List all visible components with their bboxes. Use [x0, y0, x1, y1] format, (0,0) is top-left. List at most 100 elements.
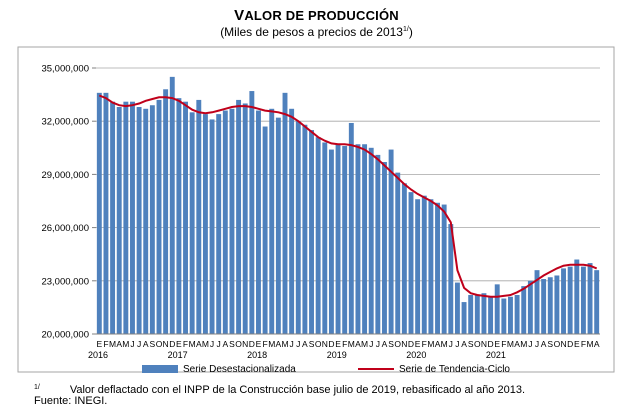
- x-month-label: A: [541, 339, 547, 349]
- bar: [401, 183, 407, 334]
- legend-label-bar: Serie Desestacionalizada: [183, 364, 296, 375]
- x-month-label: N: [322, 339, 328, 349]
- x-month-label: E: [176, 339, 182, 349]
- bar: [461, 302, 467, 334]
- x-month-label: E: [574, 339, 580, 349]
- x-month-label: M: [507, 339, 514, 349]
- x-month-label: D: [328, 339, 334, 349]
- bar: [501, 298, 507, 334]
- bar: [143, 108, 149, 334]
- bar: [96, 92, 102, 334]
- x-month-label: A: [302, 339, 308, 349]
- bar: [342, 146, 348, 334]
- x-month-label: F: [103, 339, 108, 349]
- x-year-label: 2018: [247, 350, 267, 360]
- x-month-label: N: [481, 339, 487, 349]
- x-month-label: N: [163, 339, 169, 349]
- x-month-label: M: [427, 339, 434, 349]
- bar: [474, 294, 480, 334]
- x-month-label: E: [96, 339, 102, 349]
- x-month-label: D: [169, 339, 175, 349]
- x-month-label: S: [150, 339, 156, 349]
- bar: [202, 114, 208, 334]
- bar: [302, 124, 308, 334]
- x-month-label: E: [256, 339, 262, 349]
- x-month-label: S: [468, 339, 474, 349]
- x-month-label: A: [143, 339, 149, 349]
- bar: [149, 105, 155, 335]
- y-tick-label: 23,000,000: [41, 276, 89, 287]
- x-month-label: N: [401, 339, 407, 349]
- bar: [103, 92, 109, 334]
- bar: [156, 99, 162, 334]
- bar: [309, 130, 314, 334]
- bar: [335, 144, 341, 334]
- x-month-label: M: [189, 339, 196, 349]
- bar: [428, 199, 434, 334]
- bar: [130, 101, 135, 334]
- x-month-label: J: [369, 339, 373, 349]
- bar: [454, 282, 460, 334]
- bar: [514, 294, 520, 334]
- x-year-label: 2016: [88, 350, 108, 360]
- x-month-label: A: [116, 339, 122, 349]
- bar: [395, 172, 401, 334]
- bar: [289, 108, 295, 334]
- x-month-label: A: [594, 339, 600, 349]
- bar: [236, 99, 242, 334]
- subtitle-note-mark: 1/: [402, 26, 409, 33]
- bar: [183, 101, 188, 334]
- bar: [574, 259, 580, 334]
- x-month-label: F: [342, 339, 347, 349]
- x-month-label: S: [229, 339, 235, 349]
- x-month-label: D: [249, 339, 255, 349]
- bar: [189, 112, 195, 334]
- bar: [123, 101, 129, 334]
- x-month-label: A: [196, 339, 202, 349]
- x-month-label: M: [441, 339, 448, 349]
- x-month-label: O: [315, 339, 322, 349]
- x-month-label: E: [494, 339, 500, 349]
- bar: [116, 107, 122, 334]
- bar: [448, 224, 454, 334]
- bar: [222, 110, 228, 334]
- x-month-label: A: [276, 339, 282, 349]
- x-month-label: J: [376, 339, 380, 349]
- bar: [541, 279, 547, 334]
- bar: [534, 270, 540, 334]
- x-month-label: D: [567, 339, 573, 349]
- x-month-label: J: [455, 339, 459, 349]
- source-note: Fuente: INEGI.: [34, 395, 108, 407]
- x-month-label: A: [514, 339, 520, 349]
- x-month-label: A: [222, 339, 228, 349]
- bar: [249, 91, 255, 334]
- y-tick-label: 26,000,000: [41, 223, 89, 234]
- bar: [388, 149, 394, 334]
- bar: [547, 277, 553, 334]
- x-month-label: J: [296, 339, 300, 349]
- legend-label-line: Serie de Tendencia-Ciclo: [399, 364, 510, 375]
- bar: [163, 89, 169, 334]
- bar: [196, 99, 202, 334]
- x-month-label: O: [156, 339, 163, 349]
- bar: [567, 266, 573, 334]
- x-month-label: M: [281, 339, 288, 349]
- x-year-label: 2020: [406, 350, 426, 360]
- bar: [415, 199, 421, 334]
- x-month-label: N: [242, 339, 248, 349]
- footnote-text: Valor deflactado con el INPP de la Const…: [69, 384, 526, 396]
- x-month-label: M: [348, 339, 355, 349]
- y-tick-label: 29,000,000: [41, 170, 89, 181]
- bar: [242, 103, 248, 334]
- x-month-label: A: [382, 339, 388, 349]
- bar-series: [96, 76, 600, 335]
- bar: [382, 161, 387, 334]
- bar: [421, 195, 427, 334]
- x-month-label: S: [547, 339, 553, 349]
- bar: [315, 137, 321, 334]
- bar: [322, 142, 328, 334]
- bar: [229, 108, 235, 334]
- x-month-label: M: [587, 339, 594, 349]
- bar: [561, 268, 566, 334]
